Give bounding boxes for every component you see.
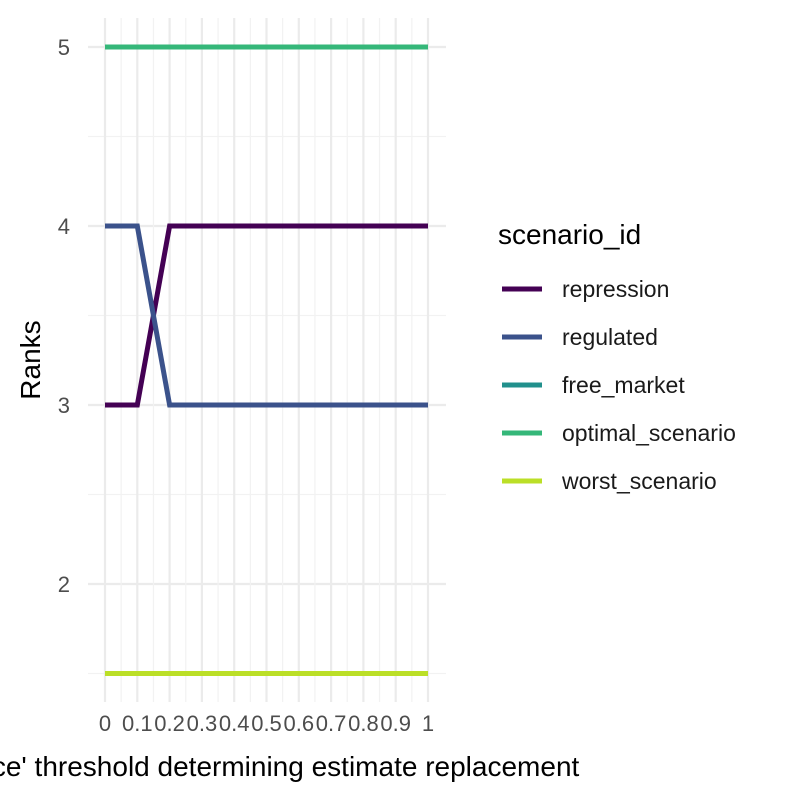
x-tick-label: 0 [99,711,111,736]
x-tick-label: 0.7 [316,711,347,736]
legend-label-free-market: free_market [562,372,685,398]
x-axis-title: ence' threshold determining estimate rep… [0,751,580,782]
x-tick-label: 0.1 [122,711,153,736]
legend-label-repression: repression [562,276,669,302]
grid [88,18,446,702]
legend-label-optimal-scenario: optimal_scenario [562,420,736,446]
x-axis-ticks: 0 0.1 0.2 0.3 0.4 0.5 0.6 0.7 0.8 0.9 1 [99,711,434,736]
legend: scenario_id repression regulated free_mark… [498,219,736,494]
series-line-repression [105,223,428,408]
series-lines [105,44,428,676]
series-line-regulated [105,223,428,408]
y-axis-ticks: 2 3 4 5 [58,35,70,597]
x-tick-label: 0.9 [380,711,411,736]
y-tick-label: 2 [58,572,70,597]
y-tick-label: 4 [58,214,70,239]
y-tick-label: 5 [58,35,70,60]
x-tick-label: 0.4 [219,711,250,736]
legend-title: scenario_id [498,219,641,250]
x-tick-label: 0.8 [348,711,379,736]
x-tick-label: 0.2 [154,711,185,736]
x-tick-label: 1 [422,711,434,736]
y-tick-label: 3 [58,393,70,418]
x-tick-label: 0.6 [284,711,315,736]
x-tick-label: 0.5 [251,711,282,736]
x-tick-label: 0.3 [187,711,218,736]
y-axis-title: Ranks [15,320,46,399]
legend-label-worst-scenario: worst_scenario [561,468,717,494]
legend-label-regulated: regulated [562,324,658,350]
